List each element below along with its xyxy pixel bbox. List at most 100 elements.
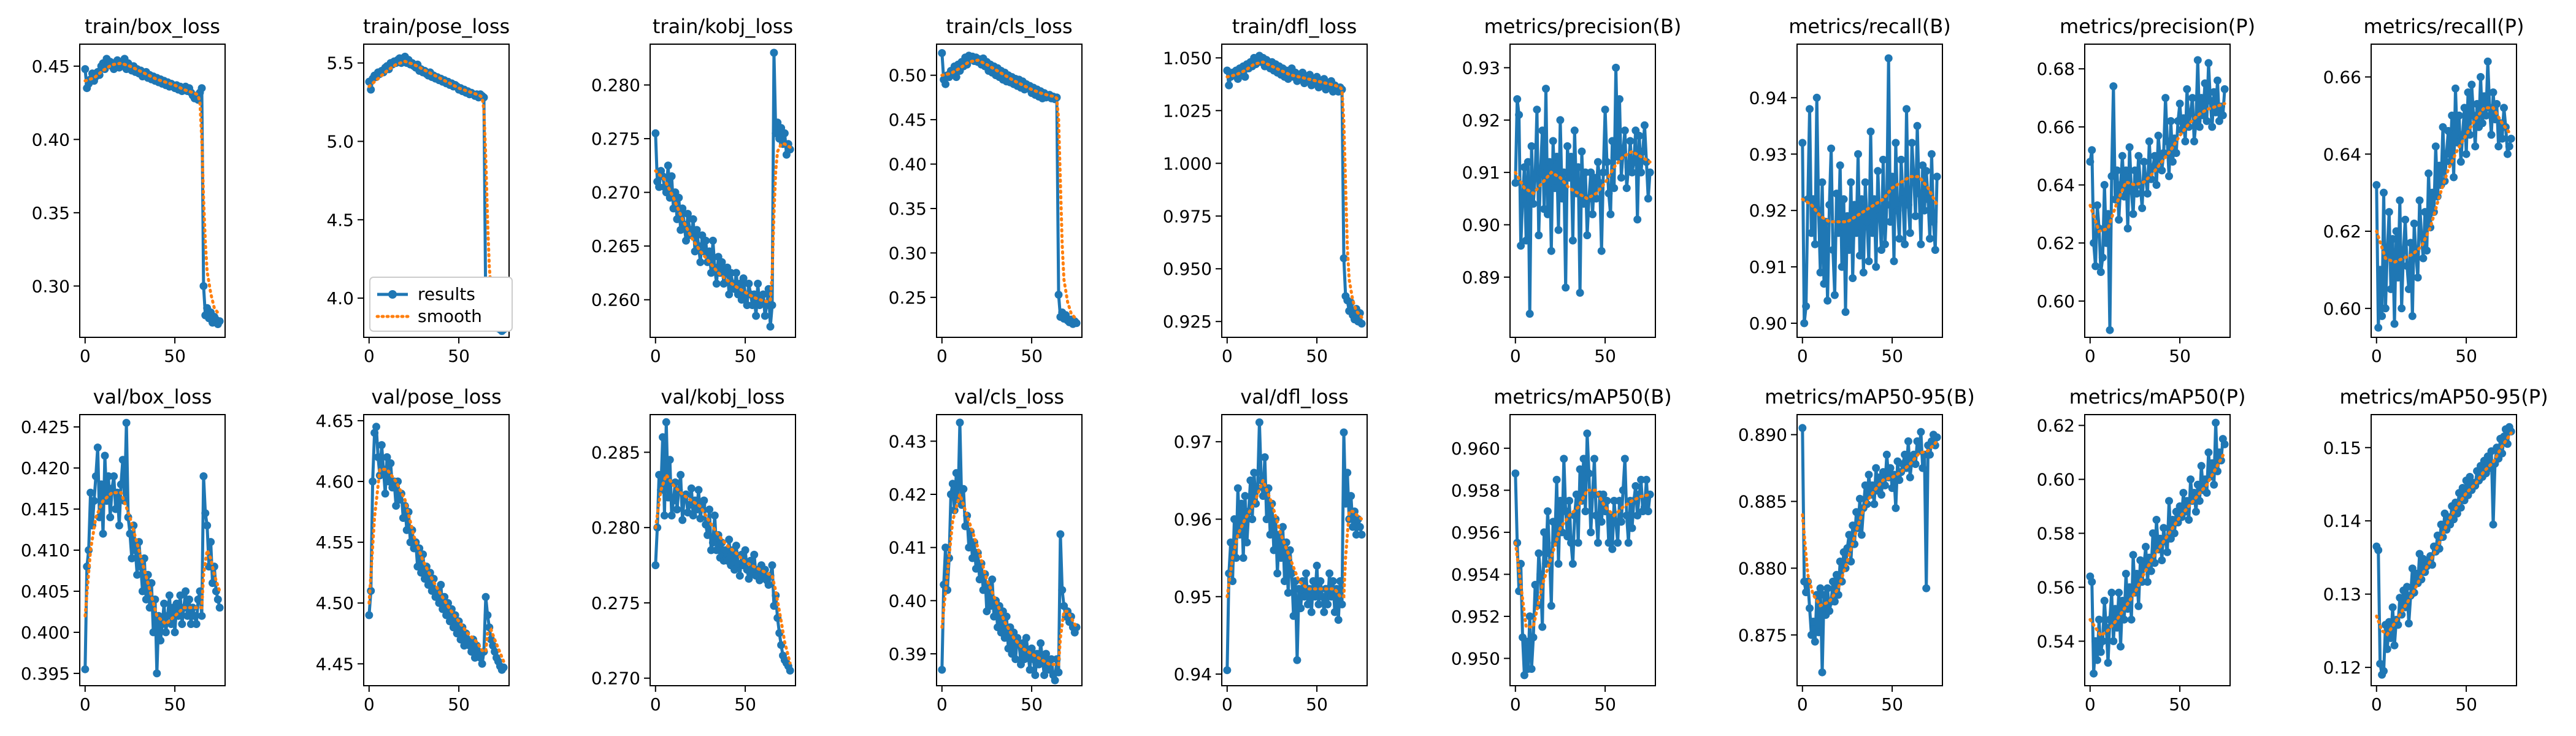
y-tick-label: 0.270 <box>591 183 640 203</box>
results-point <box>1230 515 1238 523</box>
smooth-line <box>1514 150 1652 201</box>
x-tick-label: 50 <box>164 346 186 366</box>
results-point <box>2403 262 2411 270</box>
results-point <box>1246 476 1255 485</box>
results-point <box>1056 530 1065 539</box>
results-point <box>1811 637 1819 646</box>
results-point <box>1845 246 1853 254</box>
results-point <box>417 569 426 577</box>
results-point <box>2507 134 2515 143</box>
results-point <box>2160 149 2168 157</box>
y-tick-label: 0.275 <box>591 129 640 149</box>
results-point <box>2175 502 2184 510</box>
y-tick-label: 0.41 <box>889 538 927 558</box>
results-point <box>2120 193 2128 201</box>
results-point <box>1513 95 1522 104</box>
y-tick-label: 0.12 <box>2323 657 2361 678</box>
results-point <box>185 595 193 604</box>
results-point <box>2143 190 2152 198</box>
results-point <box>2086 158 2095 166</box>
results-point <box>972 564 980 573</box>
y-tick-label: 0.64 <box>2037 175 2075 196</box>
results-point <box>2096 268 2105 276</box>
results-point <box>1552 153 1561 161</box>
results-point <box>725 290 734 299</box>
results-point <box>1879 155 1887 164</box>
results-point <box>1915 190 1923 198</box>
results-point <box>1542 85 1550 93</box>
results-point <box>2399 247 2408 255</box>
panel-title: val/dfl_loss <box>1240 385 1349 408</box>
results-point <box>97 480 105 489</box>
results-point <box>1620 454 1629 463</box>
x-tick-label: 0 <box>650 346 661 366</box>
plot-frame <box>650 414 796 686</box>
y-tick-label: 0.885 <box>1738 492 1787 512</box>
results-point <box>413 562 422 571</box>
results-point <box>2123 224 2132 232</box>
panel-5: train/dfl_loss 0 50 0.925 0.950 0.975 1.000 1.0… <box>1163 15 1368 366</box>
y-tick-label: 0.62 <box>2323 221 2361 242</box>
results-point <box>2195 497 2204 505</box>
results-point <box>1540 528 1549 537</box>
results-point <box>2500 104 2508 112</box>
results-point <box>365 611 374 619</box>
results-point <box>1295 585 1303 593</box>
y-tick-label: 0.94 <box>1749 88 1787 108</box>
results-point <box>2460 104 2469 112</box>
results-point <box>2195 123 2204 131</box>
results-point <box>1343 469 1352 477</box>
results-point <box>683 210 692 218</box>
results-point <box>1529 199 1538 208</box>
results-point <box>988 575 997 584</box>
results-point <box>112 505 120 513</box>
results-point <box>1560 454 1568 463</box>
results-point <box>712 546 721 554</box>
results-point <box>2197 94 2206 102</box>
results-point <box>2127 615 2136 624</box>
results-point <box>126 529 134 538</box>
y-tick-label: 0.415 <box>21 499 70 519</box>
results-point <box>2140 158 2149 166</box>
results-point <box>2185 516 2193 524</box>
smooth-line <box>1225 60 1363 319</box>
y-tick-label: 0.960 <box>1451 439 1500 459</box>
results-point <box>1554 559 1563 568</box>
results-point <box>2396 594 2404 602</box>
y-tick-label: 0.95 <box>1174 587 1212 607</box>
y-tick-label: 0.94 <box>1174 664 1212 684</box>
results-point <box>2390 641 2399 650</box>
results-point <box>1818 178 1827 186</box>
results-point <box>1529 633 1538 642</box>
results-point <box>2093 656 2101 664</box>
results-point <box>2165 172 2173 180</box>
results-point <box>399 514 407 522</box>
results-point <box>487 635 496 644</box>
results-point <box>1266 531 1275 539</box>
results-point <box>1816 268 1825 277</box>
y-tick-label: 0.925 <box>1163 312 1212 332</box>
panel-title: train/pose_loss <box>363 15 510 38</box>
results-point <box>710 512 719 519</box>
y-tick-label: 0.62 <box>2037 233 2075 253</box>
results-point <box>1919 161 1927 170</box>
results-point <box>1593 158 1602 166</box>
results-line <box>1225 421 1363 670</box>
y-tick-label: 4.5 <box>326 210 354 230</box>
results-point <box>1250 469 1259 477</box>
y-tick-label: 5.0 <box>326 131 354 151</box>
results-point <box>2206 96 2215 105</box>
panel-title: metrics/mAP50(P) <box>2069 385 2246 408</box>
results-point <box>1327 592 1335 601</box>
plot-frame <box>1796 414 1943 686</box>
results-point <box>2376 266 2385 274</box>
results-point <box>439 605 447 613</box>
results-point <box>1882 201 1891 209</box>
results-point <box>2212 108 2220 117</box>
results-point <box>2201 79 2209 88</box>
results-point <box>1852 508 1861 516</box>
results-point <box>2215 117 2223 125</box>
results-point <box>938 665 946 674</box>
results-point <box>2410 220 2418 228</box>
results-point <box>705 247 714 256</box>
